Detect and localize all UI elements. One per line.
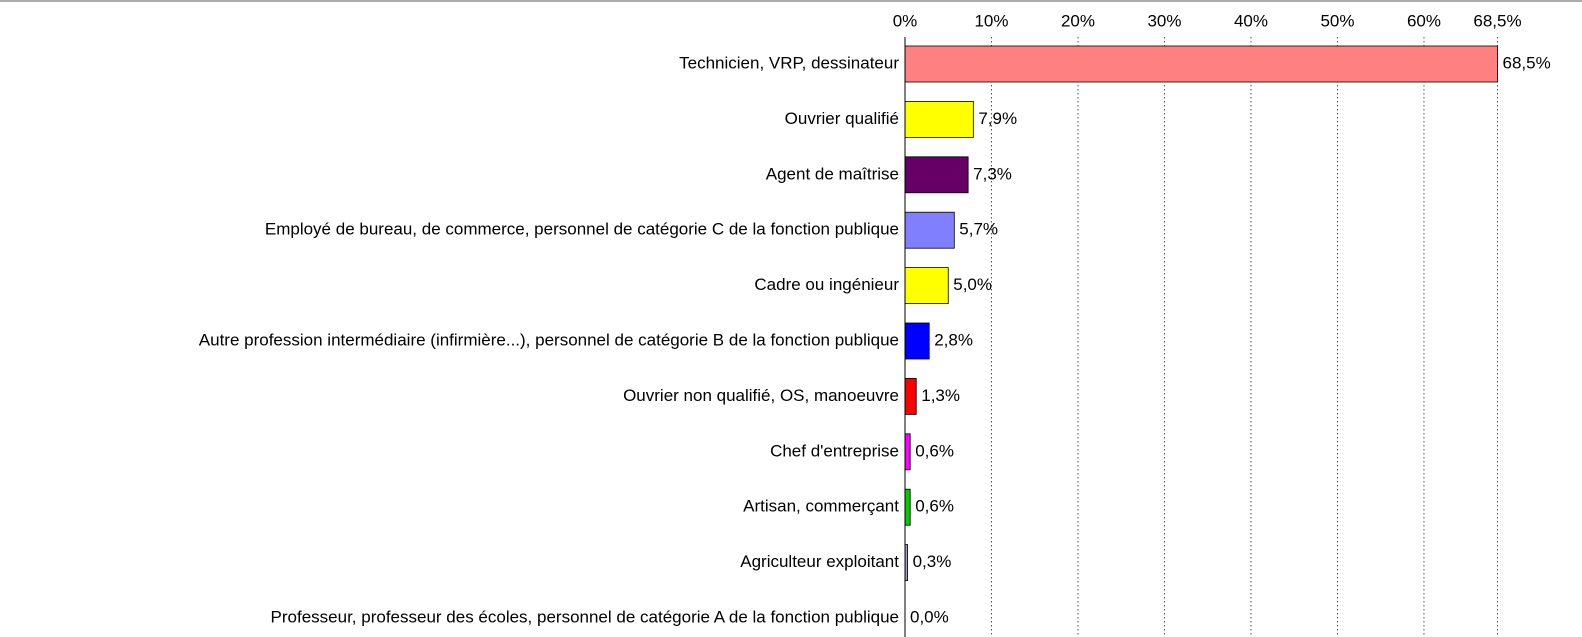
x-tick-label: 0% <box>893 11 918 30</box>
category-label: Ouvrier non qualifié, OS, manoeuvre <box>623 386 899 405</box>
category-label: Ouvrier qualifié <box>785 109 899 128</box>
bar <box>904 377 917 415</box>
bar <box>904 433 911 471</box>
category-label: Technicien, VRP, dessinateur <box>679 53 899 72</box>
value-label: 0,0% <box>910 607 949 626</box>
bar <box>904 267 949 305</box>
x-tick-label: 40% <box>1234 11 1268 30</box>
value-label: 0,6% <box>915 441 954 460</box>
bar <box>904 488 911 526</box>
value-label: 2,8% <box>934 330 973 349</box>
value-label: 5,0% <box>953 275 992 294</box>
value-label: 7,9% <box>978 109 1017 128</box>
value-label: 0,6% <box>915 497 954 516</box>
value-label: 7,3% <box>973 164 1012 183</box>
x-tick-label: 20% <box>1061 11 1095 30</box>
value-label: 1,3% <box>921 386 960 405</box>
x-tick-label: 68,5% <box>1473 11 1521 30</box>
category-label: Autre profession intermédiaire (infirmiè… <box>199 330 899 349</box>
bar <box>904 322 930 360</box>
category-label: Cadre ou ingénieur <box>754 275 899 294</box>
x-tick-label: 10% <box>974 11 1008 30</box>
category-label: Employé de bureau, de commerce, personne… <box>265 220 899 239</box>
category-label: Artisan, commerçant <box>743 497 899 516</box>
category-label: Chef d'entreprise <box>770 441 899 460</box>
value-label: 5,7% <box>959 220 998 239</box>
bar <box>904 211 955 249</box>
value-label: 68,5% <box>1503 53 1551 72</box>
bar <box>904 101 974 138</box>
x-tick-label: 60% <box>1407 11 1441 30</box>
category-label: Agriculteur exploitant <box>740 552 899 571</box>
value-label: 0,3% <box>913 552 952 571</box>
category-label: Professeur, professeur des écoles, perso… <box>271 607 899 626</box>
x-tick-label: 30% <box>1147 11 1181 30</box>
x-tick-label: 50% <box>1320 11 1354 30</box>
category-label: Agent de maîtrise <box>766 164 899 183</box>
bar <box>904 45 1498 83</box>
bar <box>904 156 969 194</box>
